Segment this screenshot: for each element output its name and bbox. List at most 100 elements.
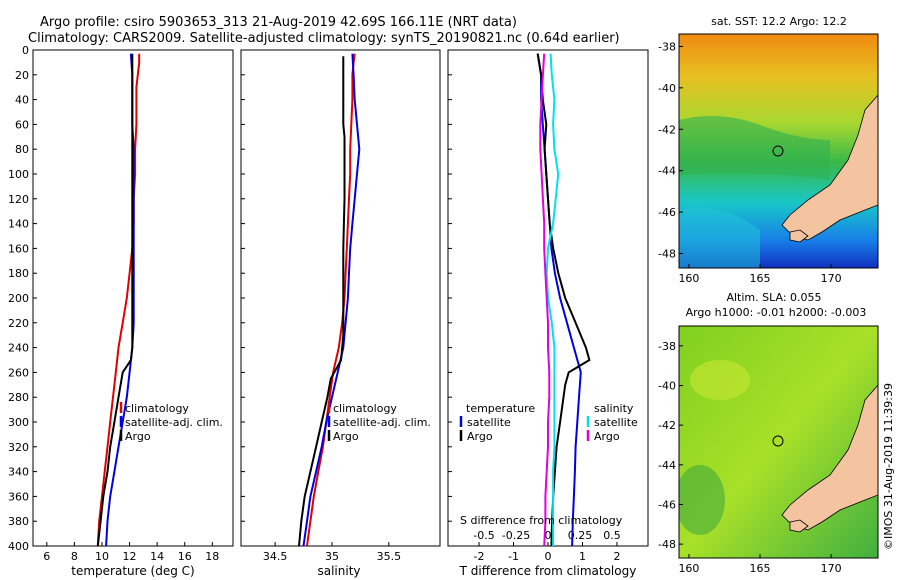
legend-t-satellite-label: satellite: [467, 416, 511, 429]
depth-tick-label: 400: [8, 540, 29, 553]
depth-tick-label: 120: [8, 193, 29, 206]
salinity-y-ticks: [241, 49, 245, 547]
series-temperature-satellite: [536, 53, 582, 547]
salinity-xlabel: salinity: [317, 564, 360, 578]
lat-tick-label: -44: [658, 459, 676, 472]
salinity-diff-legend: salinity satellite Argo: [586, 402, 638, 443]
difference-xlabel: T difference from climatology: [459, 564, 637, 578]
lat-tick-label: -48: [658, 538, 676, 551]
legend-argo-label: Argo: [333, 430, 359, 443]
depth-tick-label: 60: [15, 118, 29, 131]
x-tick-label: 6: [43, 550, 50, 563]
depth-tick-label: 140: [8, 218, 29, 231]
depth-tick-label: 320: [8, 441, 29, 454]
depth-tick-label: 80: [15, 143, 29, 156]
depth-tick-label: 280: [8, 391, 29, 404]
s-tick-label: 0.5: [603, 529, 621, 542]
series-satellite-adj-clim-: [302, 53, 361, 547]
credit-text: ©IMOS 31-Aug-2019 11:39:39: [882, 383, 895, 550]
salinity-axes-frame: [240, 49, 441, 547]
legend-t-argo-label: Argo: [467, 430, 493, 443]
s-tick-label: 0.25: [568, 529, 593, 542]
sst-green-band: [679, 116, 830, 180]
series-climatology: [306, 53, 356, 547]
depth-tick-label: 260: [8, 366, 29, 379]
lat-tick-label: -40: [658, 82, 676, 95]
lat-tick-label: -48: [658, 248, 676, 261]
depth-tick-label: 240: [8, 342, 29, 355]
x-tick-label: 2: [613, 550, 620, 563]
sla-map-axes: 160 165 170 -38 -40 -42 -44 -46 -48: [658, 340, 842, 575]
sla-map: Altim. SLA: 0.055 Argo h1000: -0.01 h200…: [658, 291, 879, 575]
lat-tick-label: -38: [658, 40, 676, 53]
legend-s-satellite-label: satellite: [594, 416, 638, 429]
sla-anomaly-2: [679, 465, 725, 535]
lat-tick-label: -38: [658, 340, 676, 353]
temperature-series: [96, 53, 141, 547]
x-tick-label: 35: [325, 550, 339, 563]
x-tick-label: 0: [545, 550, 552, 563]
south-island-land: [781, 384, 878, 531]
sla-map-frame: [678, 325, 879, 559]
south-island-land: [781, 94, 878, 241]
x-tick-label: 10: [95, 550, 109, 563]
sst-map-axes: 160 165 170 -38 -40 -42 -44 -46 -48: [658, 40, 842, 285]
temperature-legend: climatology satellite-adj. clim. Argo: [119, 402, 223, 443]
temperature-panel: 0 20 40 60 80 100 120 140 160 180 200 220 240 260 280 3…: [8, 44, 234, 578]
sst-map-title: sat. SST: 12.2 Argo: 12.2: [711, 15, 847, 28]
lon-tick-label: 165: [750, 562, 771, 575]
stewart-island-land: [789, 519, 809, 533]
lat-tick-label: -42: [658, 123, 676, 136]
depth-tick-label: 340: [8, 466, 29, 479]
depth-tick-label: 100: [8, 168, 29, 181]
x-tick-label: -1: [508, 550, 519, 563]
depth-tick-label: 40: [15, 94, 29, 107]
x-tick-label: 16: [178, 550, 192, 563]
s-tick-label: 0: [545, 529, 552, 542]
series-climatology: [96, 53, 141, 547]
series-salinity-argo: [539, 53, 551, 547]
x-tick-label: 34.5: [263, 550, 288, 563]
depth-tick-label: 220: [8, 317, 29, 330]
lon-tick-label: 170: [821, 562, 842, 575]
lon-tick-label: 170: [821, 272, 842, 285]
sst-map: sat. SST: 12.2 Argo: 12.2 160 165 170 -38 -4…: [658, 15, 879, 285]
temperature-diff-legend: temperature satellite Argo: [459, 402, 535, 443]
sst-cyan-band: [679, 207, 760, 268]
title-line-1: Argo profile: csiro 5903653_313 21-Aug-2…: [40, 15, 517, 30]
sla-map-title-1: Altim. SLA: 0.055: [726, 291, 821, 304]
legend-temperature-title: temperature: [466, 402, 535, 415]
legend-climatology-label: climatology: [333, 402, 397, 415]
lon-tick-label: 160: [678, 272, 699, 285]
depth-tick-label: 0: [22, 44, 29, 57]
legend-salinity-title: salinity: [594, 402, 634, 415]
argo-location-marker: [772, 435, 784, 447]
series-temperature-argo: [536, 53, 591, 547]
depth-tick-label: 380: [8, 515, 29, 528]
lat-tick-label: -46: [658, 206, 676, 219]
s-tick-label: -0.25: [502, 529, 530, 542]
x-tick-label: 1: [579, 550, 586, 563]
title-line-2: Climatology: CARS2009. Satellite-adjuste…: [28, 31, 620, 46]
difference-panel: -2 -1 0 1 2 -0.5 -0.25 0 0.25 0.5 T difference fr…: [447, 49, 649, 578]
legend-satellite-label: satellite-adj. clim.: [333, 416, 431, 429]
salinity-x-axis: 34.5 35 35.5: [263, 542, 401, 563]
s-tick-label: -0.5: [473, 529, 494, 542]
x-tick-label: 12: [123, 550, 137, 563]
depth-tick-label: 20: [15, 69, 29, 82]
x-tick-label: -2: [474, 550, 485, 563]
lat-tick-label: -44: [658, 165, 676, 178]
salinity-panel: 34.5 35 35.5 salinity climatology satellit…: [240, 49, 441, 578]
sla-map-title-2: Argo h1000: -0.01 h2000: -0.003: [686, 306, 867, 319]
x-tick-label: 14: [150, 550, 164, 563]
series-salinity-satellite: [545, 53, 560, 546]
x-tick-label: 18: [205, 550, 219, 563]
depth-tick-label: 360: [8, 490, 29, 503]
depth-axis: 0 20 40 60 80 100 120 140 160 180 200 220 240 260 280 3…: [8, 44, 37, 553]
series-argo: [96, 53, 134, 547]
lat-tick-label: -40: [658, 379, 676, 392]
temperature-x-axis: 6 8 10 12 14 16 18: [43, 542, 219, 563]
legend-s-argo-label: Argo: [594, 430, 620, 443]
x-tick-label: 35.5: [377, 550, 402, 563]
